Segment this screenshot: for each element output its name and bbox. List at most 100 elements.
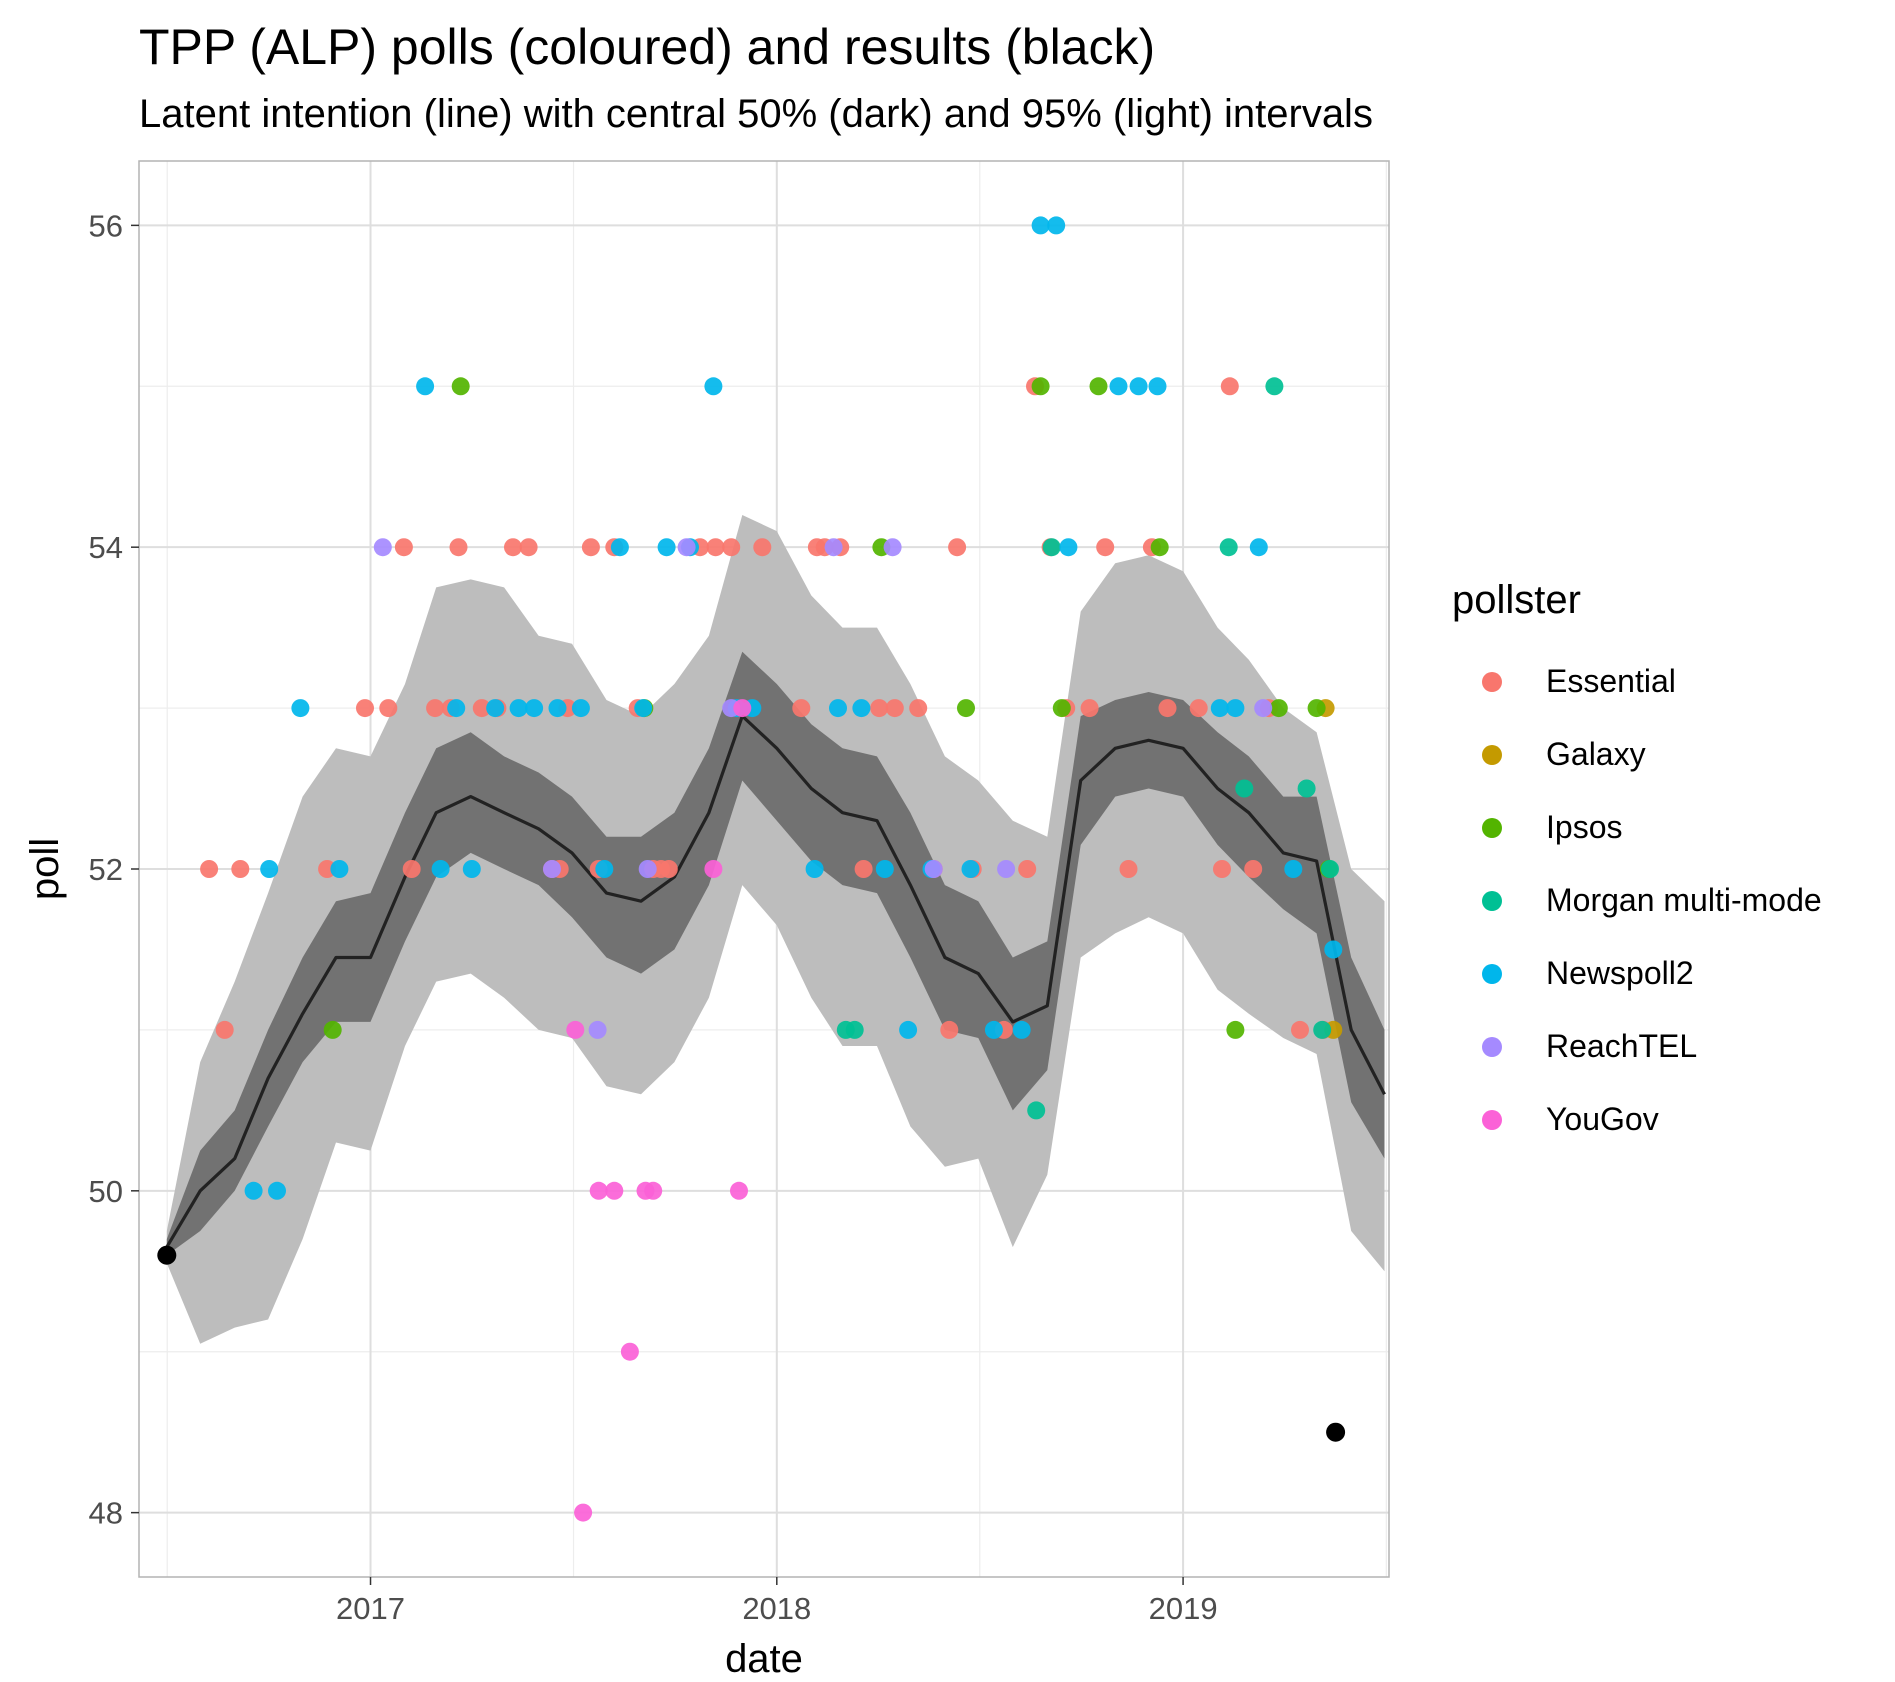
y-axis-title: poll	[23, 838, 67, 900]
poll-point-newspoll2	[548, 699, 567, 718]
poll-point-newspoll2	[330, 860, 349, 878]
poll-point-newspoll2	[595, 860, 614, 878]
band-50	[166, 651, 1385, 1256]
y-tick-label: 56	[89, 208, 123, 243]
y-tick-label: 48	[89, 1496, 123, 1531]
poll-point-essential	[753, 538, 772, 557]
poll-point-newspoll2	[1129, 377, 1148, 396]
poll-point-essential	[1244, 860, 1263, 878]
poll-point-newspoll2	[610, 538, 629, 557]
legend-swatch-yougov	[1482, 1109, 1502, 1130]
x-tick-label: 2019	[1149, 1591, 1218, 1626]
poll-point-newspoll2	[509, 699, 528, 718]
election-result-point	[157, 1245, 177, 1265]
poll-point-newspoll2	[1047, 216, 1066, 235]
poll-point-yougov	[733, 699, 752, 718]
poll-point-essential	[504, 538, 522, 557]
poll-point-yougov	[730, 1181, 748, 1200]
poll-point-ipsos	[451, 377, 470, 396]
poll-point-reachtel	[924, 860, 943, 878]
poll-point-newspoll2	[1012, 1020, 1031, 1039]
poll-point-reachtel	[543, 860, 561, 878]
poll-point-ipsos	[1150, 538, 1169, 557]
poll-point-essential	[940, 1020, 959, 1039]
legend-swatch-galaxy	[1482, 744, 1502, 765]
poll-point-newspoll2	[1031, 216, 1050, 235]
y-tick-label: 50	[89, 1174, 123, 1209]
poll-point-newspoll2	[657, 538, 676, 557]
poll-point-newspoll2	[899, 1020, 918, 1039]
poll-point-newspoll2	[571, 699, 590, 718]
poll-point-yougov	[566, 1020, 585, 1039]
poll-point-ipsos	[957, 699, 975, 718]
poll-point-morgan-multi-mode	[1219, 538, 1238, 557]
poll-point-essential	[402, 860, 421, 878]
poll-point-essential	[581, 538, 600, 557]
poll-point-ipsos	[1031, 377, 1050, 396]
poll-point-essential	[1080, 699, 1099, 718]
latent-intention-line	[165, 714, 1386, 1248]
legend-label: Ipsos	[1546, 809, 1623, 845]
poll-point-reachtel	[824, 538, 843, 557]
poll-point-newspoll2	[1284, 860, 1303, 878]
poll-point-newspoll2	[431, 860, 450, 878]
poll-point-reachtel	[1254, 699, 1273, 718]
poll-point-reachtel	[373, 538, 392, 557]
poll-point-newspoll2	[829, 699, 847, 718]
legend-label: Galaxy	[1546, 736, 1646, 772]
poll-point-newspoll2	[1109, 377, 1128, 396]
latent-line	[165, 714, 1386, 1248]
result-points	[157, 1245, 1346, 1442]
poll-point-essential	[318, 860, 337, 878]
poll-point-newspoll2	[525, 699, 544, 718]
poll-point-essential	[449, 538, 468, 557]
poll-point-newspoll2	[961, 860, 980, 878]
poll-point-newspoll2	[1226, 699, 1245, 718]
poll-point-morgan-multi-mode	[1027, 1101, 1046, 1120]
poll-point-essential	[356, 699, 374, 718]
poll-point-essential	[854, 860, 873, 878]
poll-point-reachtel	[638, 860, 657, 878]
legend-title: pollster	[1452, 578, 1581, 622]
legend-items: Essential Galaxy Ipsos Morgan multi-mode New…	[1452, 645, 1822, 1156]
poll-point-essential	[1220, 377, 1239, 396]
poll-point-essential	[792, 699, 811, 718]
poll-point-newspoll2	[805, 860, 824, 878]
poll-point-essential	[1096, 538, 1115, 557]
poll-point-essential	[659, 860, 678, 878]
x-tick-label: 2018	[742, 1591, 811, 1626]
poll-point-essential	[215, 1020, 234, 1039]
poll-point-essential	[519, 538, 538, 557]
poll-point-essential	[394, 538, 413, 557]
poll-point-essential	[1189, 699, 1208, 718]
poll-point-newspoll2	[852, 699, 871, 718]
poll-point-essential	[1213, 860, 1231, 878]
legend-swatch-reachtel	[1482, 1036, 1502, 1057]
poll-point-yougov	[644, 1181, 663, 1200]
legend-swatch-morgan-multi-mode	[1482, 890, 1502, 911]
poll-point-essential	[885, 699, 904, 718]
poll-point-reachtel	[883, 538, 902, 557]
poll-point-essential	[1018, 860, 1037, 878]
poll-point-ipsos	[1226, 1020, 1245, 1039]
legend-item-yougov: YouGov	[1452, 1083, 1822, 1156]
poll-point-essential	[909, 699, 928, 718]
poll-point-essential	[1291, 1020, 1309, 1039]
poll-point-reachtel	[997, 860, 1016, 878]
legend-item-newspoll2: Newspoll2	[1452, 937, 1822, 1010]
poll-points	[200, 216, 1343, 1522]
poll-point-morgan-multi-mode	[1042, 538, 1061, 557]
poll-point-essential	[231, 860, 250, 878]
poll-point-newspoll2	[291, 699, 310, 718]
poll-point-newspoll2	[634, 699, 653, 718]
poll-point-ipsos	[1307, 699, 1326, 718]
poll-point-morgan-multi-mode	[1321, 860, 1339, 878]
poll-point-newspoll2	[1249, 538, 1268, 557]
poll-point-newspoll2	[1059, 538, 1078, 557]
y-tick-label: 52	[89, 852, 123, 887]
legend-item-galaxy: Galaxy	[1452, 718, 1822, 791]
legend-label: Essential	[1546, 663, 1676, 699]
poll-point-newspoll2	[704, 377, 723, 396]
poll-point-newspoll2	[462, 860, 481, 878]
